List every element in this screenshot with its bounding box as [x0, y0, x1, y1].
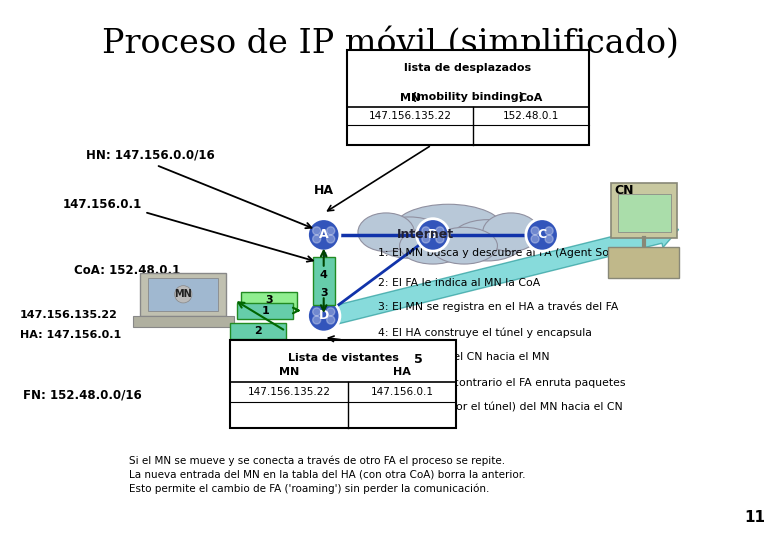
Ellipse shape: [358, 213, 414, 252]
FancyBboxPatch shape: [618, 194, 671, 232]
Circle shape: [422, 227, 430, 235]
Text: 2: El FA le indica al MN la CoA: 2: El FA le indica al MN la CoA: [378, 278, 541, 288]
Circle shape: [175, 286, 192, 303]
Ellipse shape: [373, 217, 447, 258]
Text: 152.48.0.1: 152.48.0.1: [502, 111, 559, 121]
Text: 5: En sentido contrario el FA enruta paquetes: 5: En sentido contrario el FA enruta paq…: [378, 378, 626, 388]
Text: (sin pasar por el túnel) del MN hacia el CN: (sin pasar por el túnel) del MN hacia el…: [378, 402, 623, 413]
Text: 5: 5: [414, 353, 423, 366]
Text: MN: MN: [278, 367, 299, 377]
Text: 147.156.135.22: 147.156.135.22: [368, 111, 452, 121]
Text: 147.156.0.1: 147.156.0.1: [370, 387, 434, 397]
Circle shape: [307, 219, 340, 251]
Circle shape: [327, 235, 335, 243]
Circle shape: [422, 235, 430, 243]
Text: 1: El MN busca y descubre al FA (Agent Solicitation): 1: El MN busca y descubre al FA (Agent S…: [378, 248, 661, 258]
Text: 2: 2: [254, 326, 261, 336]
Text: D: D: [318, 309, 329, 322]
Text: Si el MN se mueve y se conecta a través de otro FA el proceso se repite.
La nuev: Si el MN se mueve y se conecta a través …: [129, 455, 525, 494]
Text: (mobility binding): (mobility binding): [412, 92, 524, 102]
Text: FN: 152.48.0.0/16: FN: 152.48.0.0/16: [23, 388, 142, 402]
FancyBboxPatch shape: [241, 292, 297, 308]
FancyBboxPatch shape: [230, 340, 456, 428]
Text: Internet: Internet: [396, 228, 454, 241]
Ellipse shape: [399, 227, 466, 264]
Text: HA: HA: [393, 367, 411, 377]
Text: 4: El HA construye el túnel y encapsula: 4: El HA construye el túnel y encapsula: [378, 328, 592, 339]
FancyBboxPatch shape: [347, 50, 589, 145]
Text: 4: 4: [320, 270, 328, 280]
Text: CN: CN: [615, 184, 634, 197]
Circle shape: [313, 235, 321, 243]
FancyBboxPatch shape: [313, 256, 335, 305]
Polygon shape: [140, 273, 226, 316]
Text: 3: 3: [320, 288, 328, 298]
Circle shape: [313, 316, 321, 324]
FancyArrow shape: [329, 221, 679, 325]
Text: lista de desplazados: lista de desplazados: [405, 63, 531, 73]
FancyBboxPatch shape: [229, 323, 285, 339]
Text: paquetes del CN hacia el MN: paquetes del CN hacia el MN: [378, 352, 550, 362]
Text: HA: 147.156.0.1: HA: 147.156.0.1: [20, 330, 121, 340]
Text: Lista de vistantes: Lista de vistantes: [288, 353, 399, 363]
Circle shape: [436, 227, 444, 235]
Text: A: A: [319, 228, 328, 241]
Circle shape: [545, 235, 553, 243]
Circle shape: [436, 235, 444, 243]
Circle shape: [531, 227, 539, 235]
Text: CoA: 152.48.0.1: CoA: 152.48.0.1: [74, 264, 180, 276]
Polygon shape: [133, 316, 234, 327]
Text: MN: MN: [400, 93, 420, 103]
Text: 147.156.0.1: 147.156.0.1: [62, 199, 142, 212]
FancyBboxPatch shape: [237, 303, 293, 319]
Text: 3: 3: [265, 295, 273, 305]
Text: B: B: [428, 228, 438, 241]
Circle shape: [526, 219, 558, 251]
Text: 147.156.135.22: 147.156.135.22: [20, 310, 117, 320]
Text: HN: 147.156.0.0/16: HN: 147.156.0.0/16: [86, 148, 214, 161]
Polygon shape: [148, 278, 218, 310]
FancyBboxPatch shape: [611, 184, 677, 238]
Text: MN: MN: [175, 289, 192, 299]
Text: 3: El MN se registra en el HA a través del FA: 3: El MN se registra en el HA a través d…: [378, 302, 619, 313]
Text: C: C: [537, 228, 547, 241]
FancyBboxPatch shape: [608, 247, 679, 278]
Text: FA: FA: [315, 354, 332, 367]
Circle shape: [327, 316, 335, 324]
Text: CoA: CoA: [519, 93, 543, 103]
Circle shape: [327, 308, 335, 316]
Text: 11: 11: [744, 510, 765, 525]
Ellipse shape: [393, 204, 504, 255]
Circle shape: [531, 235, 539, 243]
Circle shape: [545, 227, 553, 235]
Ellipse shape: [451, 220, 524, 261]
Text: Proceso de IP móvil (simplificado): Proceso de IP móvil (simplificado): [101, 25, 679, 59]
Circle shape: [417, 219, 449, 251]
Text: 1: 1: [261, 306, 269, 316]
Text: HA: HA: [314, 184, 334, 197]
Ellipse shape: [483, 213, 539, 252]
Circle shape: [307, 300, 340, 332]
Circle shape: [327, 227, 335, 235]
Circle shape: [313, 227, 321, 235]
Circle shape: [313, 308, 321, 316]
Ellipse shape: [431, 227, 498, 264]
Text: 147.156.135.22: 147.156.135.22: [247, 387, 331, 397]
